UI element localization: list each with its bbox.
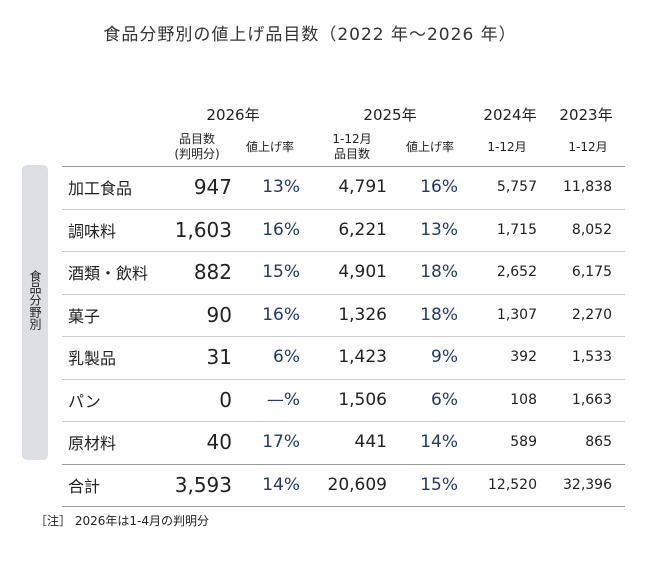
cell-value: 3,593 — [174, 472, 232, 497]
row-label: 調味料 — [68, 221, 117, 241]
cell-value: 865 — [585, 434, 612, 451]
row-label: 合計 — [68, 476, 101, 496]
cell-value: 4,791 — [338, 177, 387, 198]
cell-value: 15% — [420, 474, 458, 495]
row-divider — [62, 421, 625, 422]
row-divider — [62, 463, 625, 465]
cell-value: 13% — [262, 177, 300, 198]
cell-value: 6,175 — [571, 264, 612, 281]
cell-value: 16% — [262, 219, 300, 240]
row-label: 乳製品 — [68, 349, 117, 369]
cell-value: —% — [266, 389, 300, 410]
cell-value: 441 — [354, 432, 387, 453]
cell-value: 11,838 — [563, 179, 612, 196]
year-header: 2026年 — [206, 106, 260, 124]
cell-value: 90 — [206, 302, 232, 327]
cell-value: 2,270 — [571, 306, 612, 323]
year-header: 2023年 — [559, 106, 613, 124]
cell-value: 6% — [273, 347, 300, 368]
cell-value: 2,652 — [496, 264, 537, 281]
year-header: 2024年 — [483, 106, 537, 124]
sub-header: 品目数 — [333, 147, 371, 161]
cell-value: 14% — [262, 474, 300, 495]
cell-value: 12,520 — [488, 476, 537, 493]
cell-value: 15% — [262, 262, 300, 283]
sub-header: (判明分) — [174, 147, 220, 161]
row-label: パン — [68, 391, 101, 411]
sub-header: 1-12月 — [487, 140, 527, 154]
cell-value: 17% — [262, 432, 300, 453]
cell-value: 108 — [510, 391, 537, 408]
row-divider — [62, 251, 625, 252]
row-label: 菓子 — [68, 306, 101, 326]
row-divider — [62, 208, 625, 210]
cell-value: 1,423 — [338, 347, 387, 368]
cell-value: 31 — [206, 345, 232, 370]
row-label: 酒類・飲料 — [68, 264, 149, 284]
cell-value: 1,326 — [338, 304, 387, 325]
cell-value: 1,603 — [174, 217, 232, 242]
cell-value: 5,757 — [496, 179, 537, 196]
cell-value: 16% — [420, 177, 458, 198]
cell-value: 16% — [262, 304, 300, 325]
cell-value: 1,506 — [338, 389, 387, 410]
cell-value: 9% — [431, 347, 458, 368]
row-label: 加工食品 — [68, 179, 133, 199]
sub-header: 値上げ率 — [405, 140, 455, 154]
cell-value: 18% — [420, 304, 458, 325]
cell-value: 0 — [219, 387, 232, 412]
cell-value: 1,715 — [496, 221, 537, 238]
side-bar — [22, 165, 48, 460]
cell-value: 6% — [431, 389, 458, 410]
cell-value: 14% — [420, 432, 458, 453]
sub-header: 1-12月 — [332, 132, 372, 146]
cell-value: 8,052 — [571, 221, 612, 238]
row-divider — [62, 293, 625, 295]
cell-value: 947 — [193, 175, 232, 200]
year-header: 2025年 — [363, 106, 417, 124]
cell-value: 40 — [206, 430, 232, 455]
row-divider — [62, 166, 625, 167]
cell-value: 1,307 — [496, 306, 537, 323]
cell-value: 1,533 — [571, 349, 612, 366]
cell-value: 18% — [420, 262, 458, 283]
side-label: 食品分野別 — [28, 270, 42, 330]
cell-value: 4,901 — [338, 262, 387, 283]
row-divider — [62, 506, 625, 507]
row-label: 原材料 — [68, 434, 117, 454]
note: ［注］ 2026年は1-4月の判明分 — [35, 514, 209, 528]
row-divider — [62, 378, 625, 380]
row-divider — [62, 336, 625, 337]
title: 食品分野別の値上げ品目数（2022 年～2026 年） — [103, 25, 517, 45]
cell-value: 32,396 — [563, 476, 612, 493]
cell-value: 20,609 — [327, 474, 387, 495]
sub-header: 品目数 — [178, 132, 216, 146]
cell-value: 13% — [420, 219, 458, 240]
cell-value: 392 — [510, 349, 537, 366]
sub-header: 値上げ率 — [245, 140, 295, 154]
cell-value: 6,221 — [338, 219, 387, 240]
cell-value: 1,663 — [571, 391, 612, 408]
cell-value: 589 — [510, 434, 537, 451]
sub-header: 1-12月 — [568, 140, 608, 154]
cell-value: 882 — [193, 260, 232, 285]
